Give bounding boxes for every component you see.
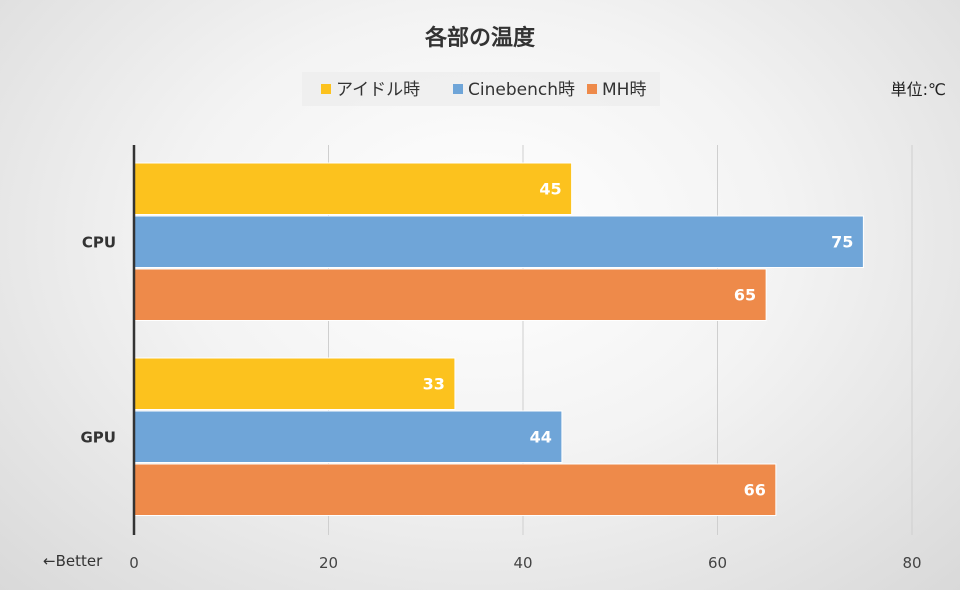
x-tick-label: 0 [129, 554, 139, 572]
legend-label: アイドル時 [336, 80, 420, 100]
x-tick-label: 40 [513, 554, 532, 572]
legend-swatch [587, 84, 597, 94]
category-labels: CPU GPU [81, 234, 117, 447]
legend-box [302, 72, 660, 106]
x-tick-label: 20 [319, 554, 338, 572]
data-label: 33 [423, 375, 445, 394]
data-label: 66 [744, 481, 766, 500]
bar [133, 268, 767, 321]
legend-label: MH時 [602, 80, 646, 100]
data-label: 44 [530, 428, 552, 447]
bar [133, 162, 573, 215]
data-label: 65 [734, 286, 756, 305]
legend-swatch [321, 84, 331, 94]
x-tick-label: 80 [902, 554, 921, 572]
bar [133, 463, 777, 516]
better-label: ←Better [43, 552, 103, 570]
data-label: 75 [831, 233, 853, 252]
chart-title: 各部の温度 [424, 25, 536, 51]
bar [133, 215, 864, 268]
data-labels: 45 75 65 33 44 66 [423, 180, 854, 500]
tick-labels: 0 20 40 60 80 [129, 554, 921, 572]
bar [133, 357, 456, 410]
legend-label: Cinebench時 [468, 80, 575, 100]
data-label: 45 [539, 180, 561, 199]
bar [133, 410, 563, 463]
x-tick-label: 60 [708, 554, 727, 572]
bars [133, 162, 864, 516]
unit-label: 単位:℃ [891, 80, 946, 99]
category-label: CPU [82, 234, 116, 252]
legend-swatch [453, 84, 463, 94]
legend: アイドル時 Cinebench時 MH時 [321, 80, 646, 100]
category-label: GPU [81, 429, 117, 447]
